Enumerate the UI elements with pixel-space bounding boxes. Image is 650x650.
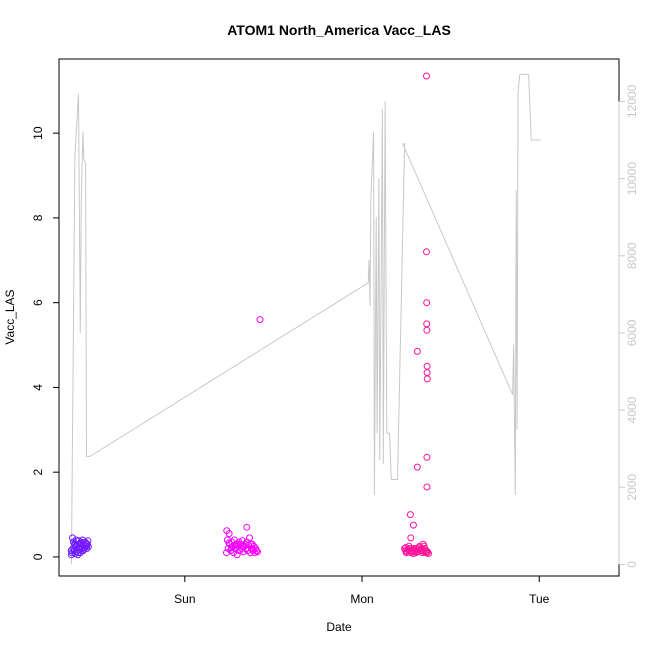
y-tick-label: 4 — [31, 384, 45, 391]
data-point — [423, 320, 431, 328]
data-point — [423, 72, 430, 80]
y-tick-label: 8 — [31, 214, 45, 221]
y-axis: 0 2 4 6 8 10 — [31, 126, 60, 560]
data-point — [422, 549, 430, 557]
data-point — [423, 483, 431, 491]
series-line — [70, 73, 541, 565]
data-point — [223, 527, 231, 535]
data-point — [239, 543, 247, 551]
data-point — [423, 369, 431, 377]
data-point — [223, 549, 230, 557]
data-point — [413, 347, 421, 355]
x-tick-label: Tue — [529, 592, 550, 606]
chart-title: ATOM1 North_America Vacc_LAS — [227, 22, 451, 38]
y-tick-label: 0 — [31, 553, 45, 560]
data-point — [423, 299, 431, 307]
data-point — [71, 541, 79, 549]
data-point — [256, 316, 264, 324]
data-point — [423, 453, 431, 461]
data-point — [75, 549, 82, 557]
data-point — [249, 545, 257, 553]
data-point — [413, 463, 421, 471]
data-point — [246, 534, 253, 542]
series-points — [67, 72, 432, 559]
y-axis-label: Vacc_LAS — [3, 289, 17, 344]
plot-frame — [58, 58, 620, 577]
y2-tick-label: 2000 — [625, 474, 639, 501]
y2-axis: 0 2000 4000 6000 8000 10000 12000 — [618, 84, 639, 568]
y2-tick-label: 6000 — [625, 319, 639, 346]
data-point — [407, 534, 415, 542]
data-point — [83, 545, 91, 552]
data-point — [406, 511, 414, 519]
y-tick-label: 6 — [31, 299, 45, 306]
data-point — [253, 547, 261, 555]
data-point — [230, 536, 238, 544]
x-tick-label: Sun — [174, 592, 195, 606]
data-point — [243, 523, 251, 531]
data-point — [67, 547, 75, 555]
y2-tick-label: 4000 — [625, 396, 639, 423]
y-tick-label: 10 — [31, 126, 45, 140]
y2-tick-label: 8000 — [625, 242, 639, 269]
x-axis-label: Date — [326, 620, 352, 634]
series-line-path — [70, 73, 541, 565]
y2-tick-label: 10000 — [625, 162, 639, 196]
data-point — [423, 326, 431, 334]
data-point — [231, 541, 239, 549]
data-point — [69, 534, 76, 542]
data-point — [423, 375, 431, 383]
data-point — [423, 362, 431, 370]
data-point — [83, 542, 90, 550]
y-tick-label: 2 — [31, 469, 45, 476]
x-tick-label: Mon — [350, 592, 373, 606]
y2-tick-label: 0 — [625, 561, 639, 568]
x-axis: Sun Mon Tue — [174, 575, 550, 606]
y2-tick-label: 12000 — [625, 84, 639, 118]
data-point — [409, 521, 417, 529]
data-point — [423, 248, 430, 256]
data-point — [402, 544, 410, 552]
